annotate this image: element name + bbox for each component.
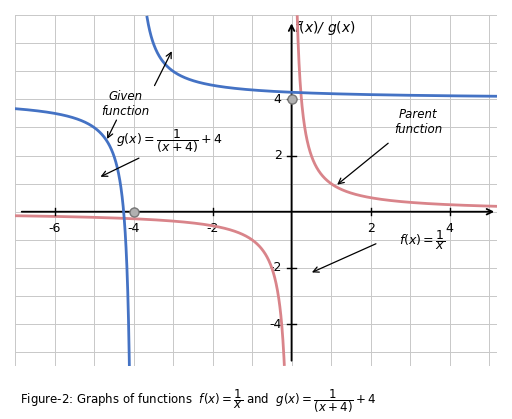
Text: Given
function: Given function: [101, 90, 150, 117]
Text: 4: 4: [274, 93, 282, 106]
Text: -4: -4: [127, 222, 140, 235]
Text: $f(x)=\dfrac{1}{x}$: $f(x)=\dfrac{1}{x}$: [398, 228, 445, 252]
Text: $f(x)$/ $g(x)$: $f(x)$/ $g(x)$: [293, 19, 355, 37]
Text: $g(x)=\dfrac{1}{(x+4)}+4$: $g(x)=\dfrac{1}{(x+4)}+4$: [116, 127, 223, 155]
Text: -6: -6: [48, 222, 61, 235]
Text: -2: -2: [269, 261, 282, 274]
Text: Parent
function: Parent function: [394, 108, 442, 136]
Text: 2: 2: [367, 222, 374, 235]
Text: Figure-2: Graphs of functions  $f(x)=\dfrac{1}{x}$ and  $g(x)=\dfrac{1}{(x+4)}+4: Figure-2: Graphs of functions $f(x)=\dfr…: [20, 387, 377, 415]
Text: 4: 4: [445, 222, 454, 235]
Text: -4: -4: [269, 318, 282, 331]
Text: 2: 2: [274, 149, 282, 162]
Text: -2: -2: [206, 222, 219, 235]
